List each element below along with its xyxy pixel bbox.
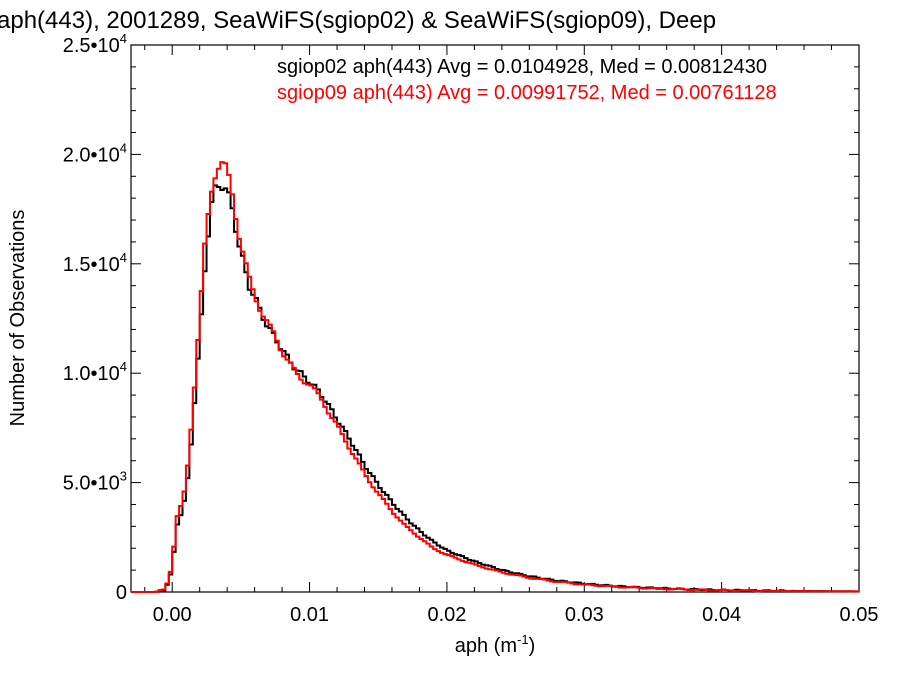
y-tick-label-exponent: 3: [120, 469, 127, 484]
y-tick-label-mantissa: 1.5•10: [63, 254, 120, 276]
series-layer: [131, 161, 859, 593]
x-tick-label: 0.03: [565, 604, 604, 626]
legend-entry-sgiop02: sgiop02 aph(443) Avg = 0.0104928, Med = …: [277, 56, 767, 78]
y-tick-label: 0: [116, 582, 127, 604]
y-tick-label-mantissa: 1.0•10: [63, 363, 120, 385]
x-axis-label-text: aph (m: [455, 635, 517, 657]
y-tick-label-exponent: 4: [120, 250, 127, 265]
y-tick-label-mantissa: 5.0•10: [63, 473, 120, 495]
x-tick-label: 0.05: [840, 604, 879, 626]
legend-entry-sgiop09: sgiop09 aph(443) Avg = 0.00991752, Med =…: [277, 82, 777, 104]
y-tick-label-mantissa: 2.5•10: [63, 35, 120, 57]
y-tick-label: 5.0•103: [63, 469, 127, 495]
x-tick-label: 0.00: [153, 604, 192, 626]
x-tick-label: 0.01: [290, 604, 329, 626]
y-tick-label-mantissa: 0: [116, 582, 127, 604]
y-tick-label: 1.0•104: [63, 359, 127, 385]
y-tick-label-mantissa: 2.0•10: [63, 144, 120, 166]
x-axis-label-tail: ): [529, 635, 536, 657]
x-tick-label: 0.02: [427, 604, 466, 626]
legend: sgiop02 aph(443) Avg = 0.0104928, Med = …: [277, 56, 777, 104]
x-axis-ticks: 0.00 0.01 0.02 0.03 0.04 0.05: [144, 45, 879, 626]
x-axis-label-exponent: -1: [517, 632, 529, 647]
chart-title: aph(443), 2001289, SeaWiFS(sgiop02) & Se…: [0, 7, 716, 34]
x-axis-label: aph (m-1): [455, 632, 535, 657]
y-tick-label: 2.5•104: [63, 31, 127, 57]
y-tick-label: 2.0•104: [63, 140, 127, 166]
series-line-sgiop09: [131, 161, 859, 593]
x-tick-label: 0.04: [702, 604, 741, 626]
y-tick-label-exponent: 4: [120, 359, 127, 374]
plot-frame: [130, 44, 860, 593]
y-axis-label: Number of Observations: [7, 210, 29, 427]
y-tick-label: 1.5•104: [63, 250, 127, 276]
y-tick-label-exponent: 4: [120, 140, 127, 155]
y-tick-label-exponent: 4: [120, 31, 127, 46]
